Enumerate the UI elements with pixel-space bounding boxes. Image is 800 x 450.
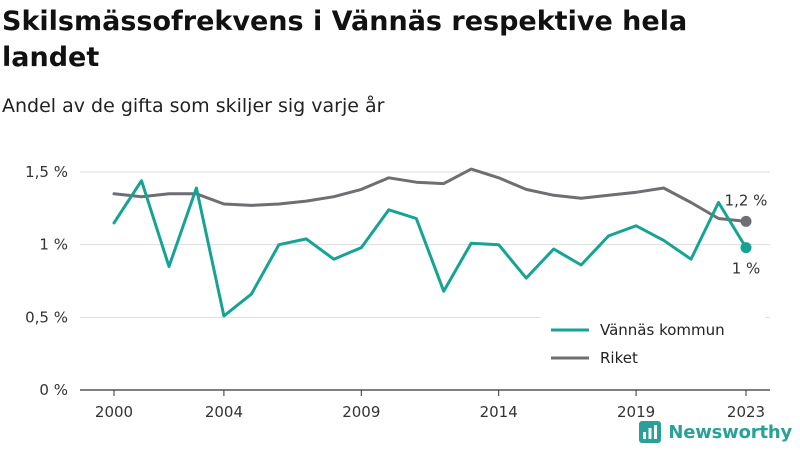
x-tick-label: 2019 <box>617 403 655 421</box>
series-line-vannas <box>112 179 748 318</box>
brand-name: Newsworthy <box>668 421 792 443</box>
legend-box <box>540 312 765 374</box>
end-label-riket: 1,2 % <box>725 191 768 209</box>
x-tick-label: 2009 <box>342 403 380 421</box>
chart-subtitle: Andel av de gifta som skiljer sig varje … <box>2 95 385 117</box>
end-label-vannas: 1 % <box>732 260 761 278</box>
x-tick-label: 2004 <box>205 403 243 421</box>
legend-label-vannas: Vännäs kommun <box>600 321 725 339</box>
x-tick-label: 2023 <box>727 403 765 421</box>
series-line-riket <box>112 167 748 223</box>
series-end-point-vannas <box>740 242 752 254</box>
chart-title: Skilsmässofrekvens i Vännäs respektive h… <box>2 6 688 73</box>
y-tick-label: 0,5 % <box>25 308 68 326</box>
x-tick-label: 2000 <box>95 403 133 421</box>
newsworthy-logo-icon <box>639 421 662 443</box>
x-tick-label: 2014 <box>480 403 518 421</box>
y-tick-label: 1,5 % <box>25 163 68 181</box>
series-end-point-riket <box>740 215 752 227</box>
y-tick-label: 1 % <box>39 236 68 254</box>
y-tick-label: 0 % <box>39 381 68 399</box>
legend-label-riket: Riket <box>600 349 638 367</box>
brand-logo: Newsworthy <box>638 420 792 444</box>
